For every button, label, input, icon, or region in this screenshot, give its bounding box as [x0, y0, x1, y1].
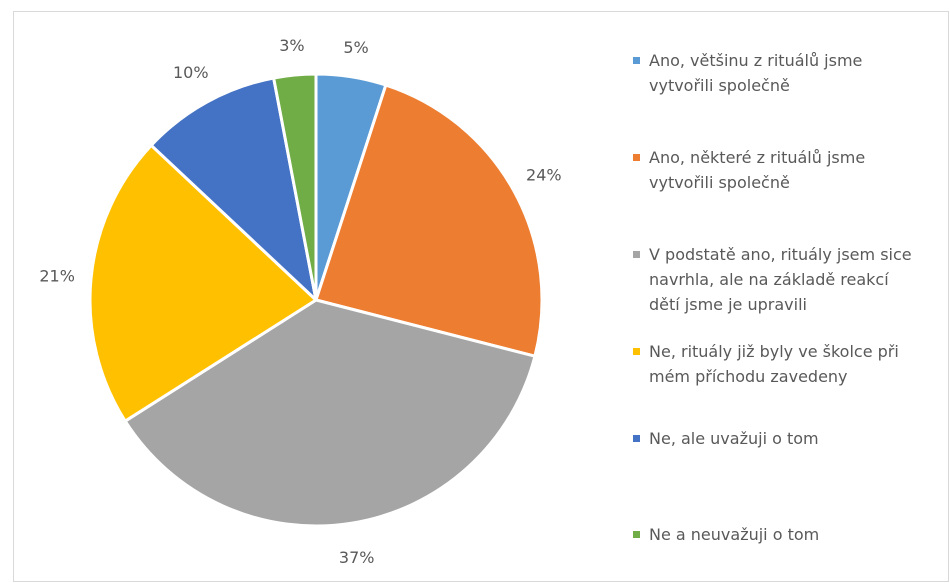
legend-swatch [633, 348, 640, 355]
data-label: 5% [343, 38, 368, 57]
pie-slice [149, 76, 318, 302]
legend-swatch [633, 251, 640, 258]
pie-slice [88, 143, 318, 423]
pie-slice [314, 83, 544, 358]
data-label: 10% [173, 63, 209, 82]
legend: Ano, většinu z rituálů jsme vytvořili sp… [633, 48, 933, 568]
pie-labels: 5% 24% 37% 21% 10% 3% [39, 36, 561, 567]
legend-swatch [633, 57, 640, 64]
legend-item: Ne a neuvažuji o tom [633, 522, 933, 547]
legend-label: Ano, některé z rituálů jsme vytvořili sp… [649, 148, 866, 192]
legend-swatch [633, 531, 640, 538]
legend-swatch [633, 435, 640, 442]
legend-item: Ne, ale uvažuji o tom [633, 426, 933, 451]
legend-label: V podstatě ano, rituály jsem sice navrhl… [649, 245, 912, 314]
pie-slice [272, 72, 318, 302]
legend-swatch [633, 154, 640, 161]
pie-slices [88, 72, 544, 528]
legend-label: Ne a neuvažuji o tom [649, 525, 820, 544]
legend-item: V podstatě ano, rituály jsem sice navrhl… [633, 242, 933, 317]
legend-label: Ne, ale uvažuji o tom [649, 429, 819, 448]
legend-item: Ne, rituály již byly ve školce při mém p… [633, 339, 933, 389]
data-label: 3% [279, 36, 304, 55]
data-label: 37% [339, 548, 375, 567]
data-label: 21% [39, 267, 75, 286]
legend-label: Ano, většinu z rituálů jsme vytvořili sp… [649, 51, 863, 95]
legend-item: Ano, některé z rituálů jsme vytvořili sp… [633, 145, 933, 195]
legend-label: Ne, rituály již byly ve školce při mém p… [649, 342, 899, 386]
legend-item: Ano, většinu z rituálů jsme vytvořili sp… [633, 48, 933, 98]
data-label: 24% [526, 166, 562, 185]
